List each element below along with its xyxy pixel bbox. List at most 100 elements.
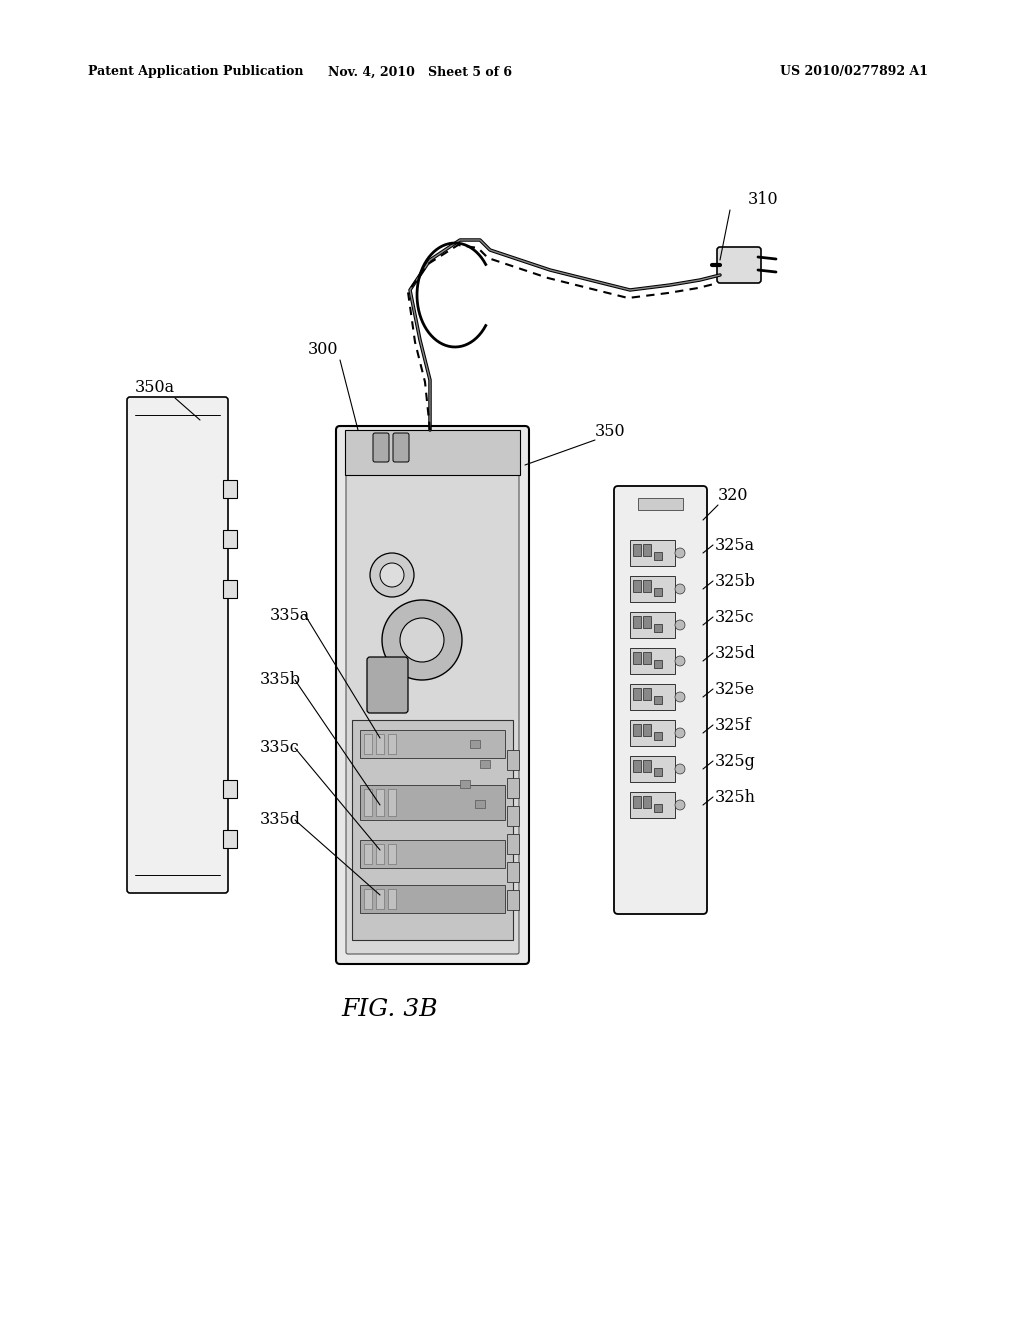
Bar	[507, 890, 519, 909]
Text: 325d: 325d	[715, 644, 756, 661]
Circle shape	[675, 583, 685, 594]
Circle shape	[370, 553, 414, 597]
Text: 325a: 325a	[715, 536, 755, 553]
Text: Nov. 4, 2010   Sheet 5 of 6: Nov. 4, 2010 Sheet 5 of 6	[328, 66, 512, 78]
FancyBboxPatch shape	[717, 247, 761, 282]
FancyBboxPatch shape	[346, 436, 519, 954]
Bar	[643, 579, 651, 591]
Bar	[507, 777, 519, 799]
Circle shape	[400, 618, 444, 663]
Text: 335c: 335c	[260, 739, 300, 756]
Bar	[223, 480, 237, 498]
Text: US 2010/0277892 A1: US 2010/0277892 A1	[780, 66, 928, 78]
Bar	[633, 796, 641, 808]
Bar	[630, 684, 675, 710]
Bar	[633, 579, 641, 591]
Bar	[507, 750, 519, 770]
Circle shape	[675, 656, 685, 667]
Bar	[360, 840, 505, 869]
Bar	[630, 648, 675, 675]
Bar	[630, 576, 675, 602]
Circle shape	[675, 764, 685, 774]
Bar	[360, 785, 505, 820]
Bar	[507, 834, 519, 854]
Bar	[638, 498, 683, 510]
Bar	[630, 756, 675, 781]
Circle shape	[675, 620, 685, 630]
Bar	[643, 760, 651, 772]
FancyBboxPatch shape	[367, 657, 408, 713]
Bar	[643, 544, 651, 556]
Bar	[345, 430, 520, 475]
Bar	[630, 719, 675, 746]
Text: 320: 320	[718, 487, 749, 503]
Bar	[460, 780, 470, 788]
Bar	[654, 660, 662, 668]
Circle shape	[675, 729, 685, 738]
Circle shape	[675, 692, 685, 702]
Bar	[223, 531, 237, 548]
Bar	[507, 807, 519, 826]
Text: 310: 310	[748, 191, 778, 209]
Bar	[643, 616, 651, 628]
FancyBboxPatch shape	[127, 397, 228, 894]
Bar	[654, 733, 662, 741]
Bar	[376, 888, 384, 909]
Bar	[360, 884, 505, 913]
Bar	[633, 616, 641, 628]
Text: 350a: 350a	[135, 380, 175, 396]
Text: 325g: 325g	[715, 752, 756, 770]
Bar	[364, 888, 372, 909]
Circle shape	[675, 548, 685, 558]
Bar	[376, 843, 384, 865]
Bar	[376, 734, 384, 754]
Bar	[643, 796, 651, 808]
Bar	[633, 688, 641, 700]
Circle shape	[380, 564, 404, 587]
Bar	[388, 734, 396, 754]
Bar	[630, 792, 675, 818]
FancyBboxPatch shape	[336, 426, 529, 964]
Text: 335d: 335d	[260, 812, 301, 829]
Bar	[223, 830, 237, 847]
Bar	[643, 688, 651, 700]
FancyBboxPatch shape	[393, 433, 409, 462]
Text: 325h: 325h	[715, 788, 756, 805]
Bar	[654, 624, 662, 632]
FancyBboxPatch shape	[614, 486, 707, 913]
Circle shape	[382, 601, 462, 680]
Bar	[223, 780, 237, 799]
Text: Patent Application Publication: Patent Application Publication	[88, 66, 303, 78]
Bar	[364, 734, 372, 754]
Bar	[475, 800, 485, 808]
Bar	[376, 789, 384, 816]
Bar	[470, 741, 480, 748]
Bar	[633, 760, 641, 772]
Bar	[352, 719, 513, 940]
Bar	[654, 804, 662, 812]
Bar	[633, 652, 641, 664]
Bar	[654, 696, 662, 704]
Bar	[643, 652, 651, 664]
Text: 300: 300	[308, 342, 339, 359]
Bar	[507, 862, 519, 882]
Bar	[654, 768, 662, 776]
FancyBboxPatch shape	[373, 433, 389, 462]
Bar	[633, 544, 641, 556]
Bar	[480, 760, 490, 768]
Bar	[633, 723, 641, 737]
Text: FIG. 3B: FIG. 3B	[342, 998, 438, 1022]
Text: 350: 350	[595, 424, 626, 441]
Bar	[360, 730, 505, 758]
Bar	[654, 587, 662, 597]
Text: 335a: 335a	[270, 606, 310, 623]
Bar	[630, 540, 675, 566]
Bar	[654, 552, 662, 560]
Bar	[364, 843, 372, 865]
Text: 325f: 325f	[715, 717, 752, 734]
Bar	[364, 789, 372, 816]
Bar	[388, 789, 396, 816]
Text: 335b: 335b	[260, 672, 301, 689]
Bar	[643, 723, 651, 737]
Bar	[630, 612, 675, 638]
